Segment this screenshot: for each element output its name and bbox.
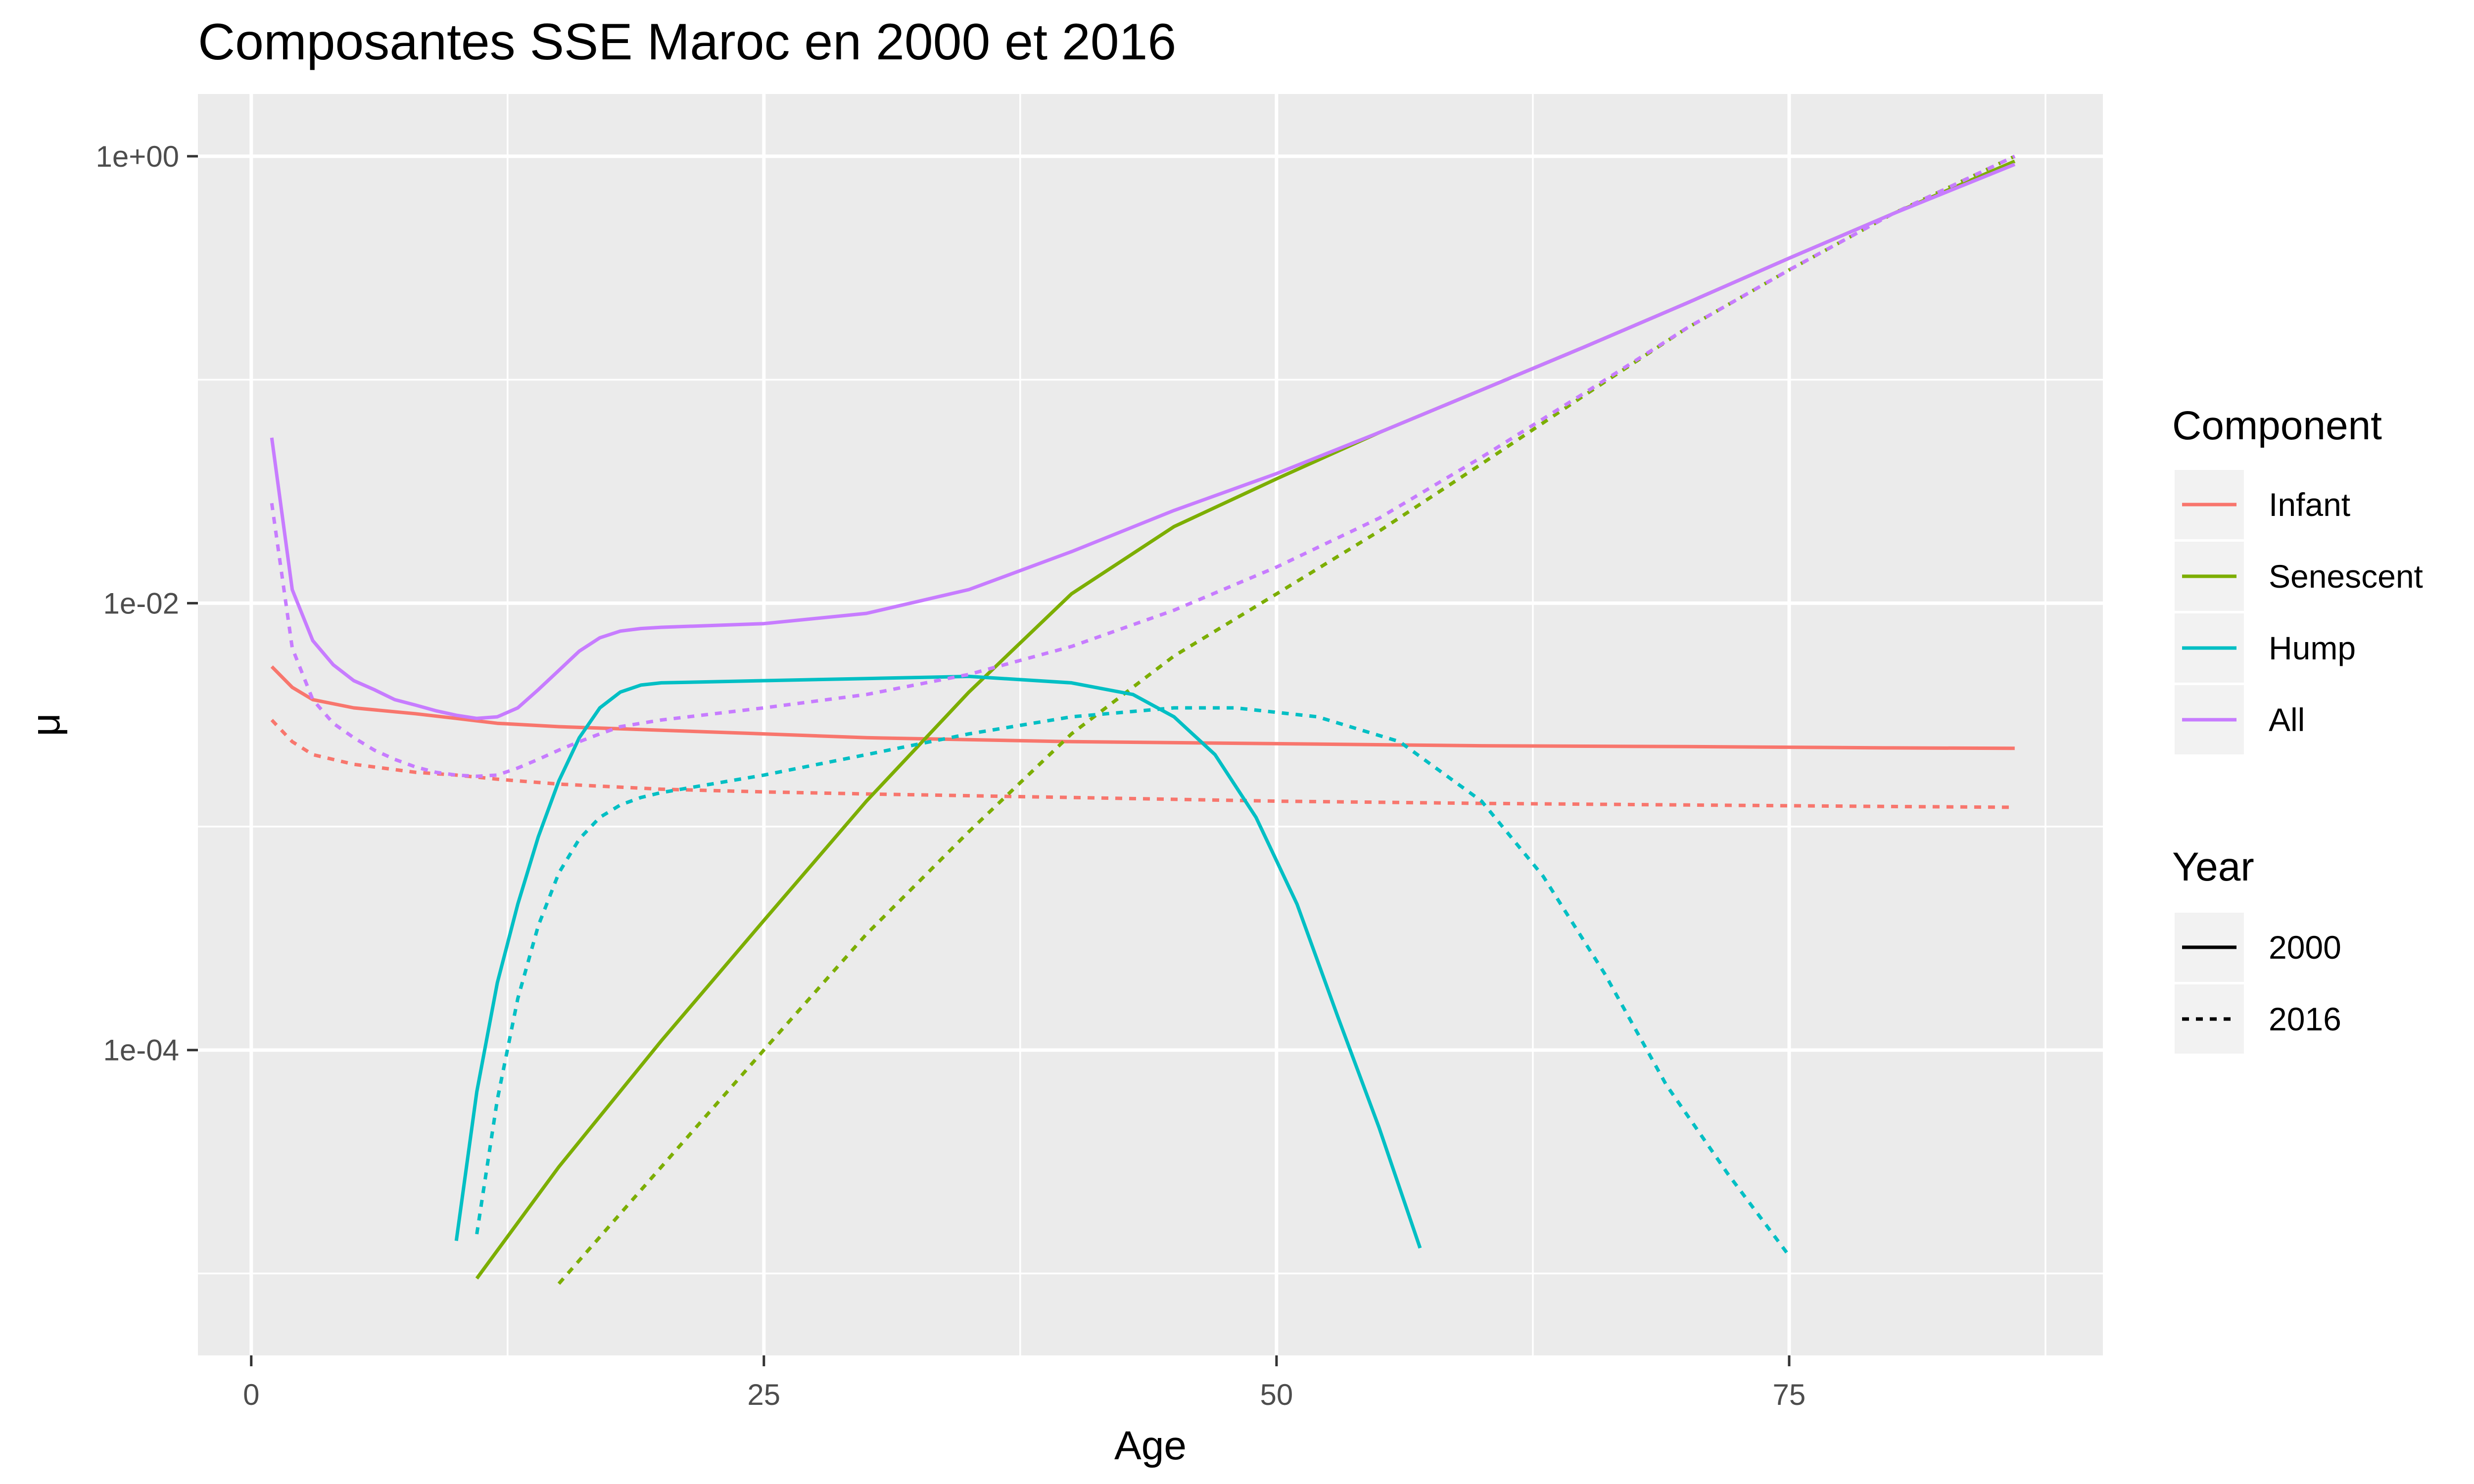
series-line-infant-2016 (270, 719, 2015, 809)
legend: Component Infant Senescent Hump All Year 20… (2172, 403, 2423, 1054)
legend-label-senescent: Senescent (2269, 558, 2423, 595)
legend-label-hump: Hump (2269, 630, 2356, 666)
x-tick-label: 0 (243, 1378, 259, 1411)
legend-year-title: Year (2172, 844, 2254, 889)
series-lines (270, 154, 2016, 1285)
x-tick-label: 25 (747, 1378, 780, 1411)
y-tick-label: 1e-02 (103, 587, 179, 620)
gridlines (198, 94, 2103, 1355)
x-tick-label: 50 (1260, 1378, 1293, 1411)
series-line-all-2016 (270, 154, 2016, 778)
axis-ticks: 0 25 50 75 1e-04 1e-02 1e+00 (95, 140, 1806, 1411)
legend-component-title: Component (2172, 403, 2382, 448)
series-line-infant-2000 (270, 665, 2015, 750)
y-axis-title: μ (23, 713, 68, 736)
x-tick-label: 75 (1773, 1378, 1806, 1411)
legend-label-all: All (2269, 701, 2305, 738)
chart-title: Composantes SSE Maroc en 2000 et 2016 (198, 13, 1176, 71)
series-line-hump-2000 (454, 674, 1422, 1249)
x-axis-title: Age (1114, 1423, 1187, 1468)
legend-component-keys: Infant Senescent Hump All (2175, 470, 2423, 754)
y-tick-label: 1e+00 (95, 140, 179, 173)
legend-label-infant: Infant (2269, 486, 2350, 523)
legend-label-year-2016: 2016 (2269, 1001, 2341, 1037)
y-tick-label: 1e-04 (103, 1034, 179, 1067)
series-line-hump-2016 (475, 706, 1791, 1257)
legend-label-year-2000: 2000 (2269, 929, 2341, 966)
series-line-all-2000 (270, 163, 2016, 720)
legend-year-keys: 2000 2016 (2175, 913, 2341, 1054)
plot-panel (198, 94, 2103, 1355)
